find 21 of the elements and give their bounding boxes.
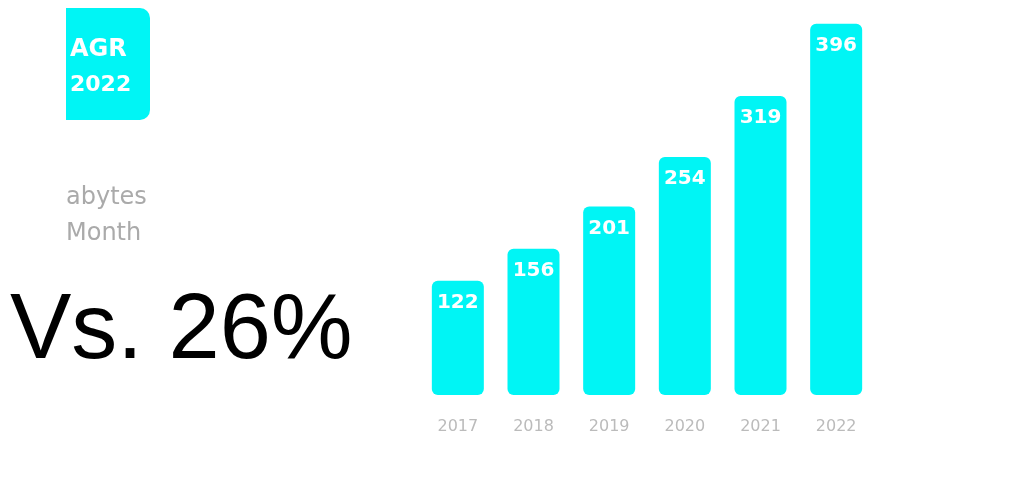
data-label: 396	[815, 31, 858, 56]
bar	[583, 206, 636, 395]
data-label: 122	[436, 288, 479, 313]
bar	[658, 156, 711, 395]
text: abytes Month	[66, 182, 147, 246]
bar	[810, 23, 863, 395]
data-label: 319	[739, 103, 782, 128]
data-label: 156	[512, 256, 555, 281]
x-tick-label: 2018	[513, 415, 554, 435]
text: AGR 2022	[70, 34, 132, 96]
bar	[734, 95, 787, 395]
data-label: 254	[663, 164, 706, 189]
x-tick-label: 2019	[588, 415, 630, 435]
data-label: 201	[588, 214, 631, 239]
bar	[431, 280, 484, 395]
text: Vs. 26%	[10, 275, 353, 377]
bar	[507, 248, 560, 395]
x-tick-label: 2020	[664, 415, 706, 435]
x-tick-label: 2017	[437, 415, 479, 435]
x-tick-label: 2021	[740, 415, 781, 435]
x-tick-label: 2022	[815, 415, 857, 435]
